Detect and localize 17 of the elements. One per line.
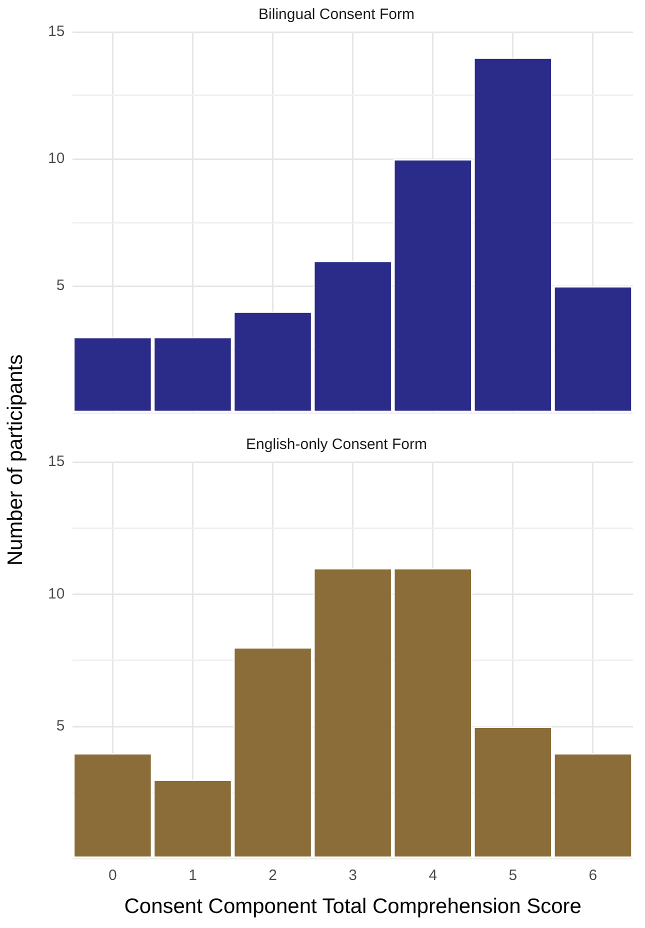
x-axis-title: Consent Component Total Comprehension Score bbox=[124, 895, 582, 918]
x-tick-label: 4 bbox=[428, 866, 438, 884]
chart-title: English-only Consent Form bbox=[246, 436, 427, 454]
x-tick-label: 6 bbox=[588, 866, 598, 884]
x-tick-label: 3 bbox=[348, 866, 358, 884]
chart-title: Bilingual Consent Form bbox=[258, 6, 414, 24]
y-tick-label: 5 bbox=[56, 718, 65, 735]
x-tick-label: 5 bbox=[508, 866, 518, 884]
x-tick-label: 1 bbox=[188, 866, 197, 884]
y-axis-title: Number of participants bbox=[4, 354, 28, 566]
y-tick-label: 10 bbox=[48, 585, 65, 602]
y-tick-label: 15 bbox=[48, 453, 65, 470]
y-tick-label: 10 bbox=[48, 150, 65, 168]
y-tick-label: 15 bbox=[48, 23, 65, 40]
x-tick-label: 2 bbox=[268, 866, 277, 884]
y-tick-label: 5 bbox=[56, 277, 65, 294]
x-tick-label: 0 bbox=[108, 866, 117, 884]
